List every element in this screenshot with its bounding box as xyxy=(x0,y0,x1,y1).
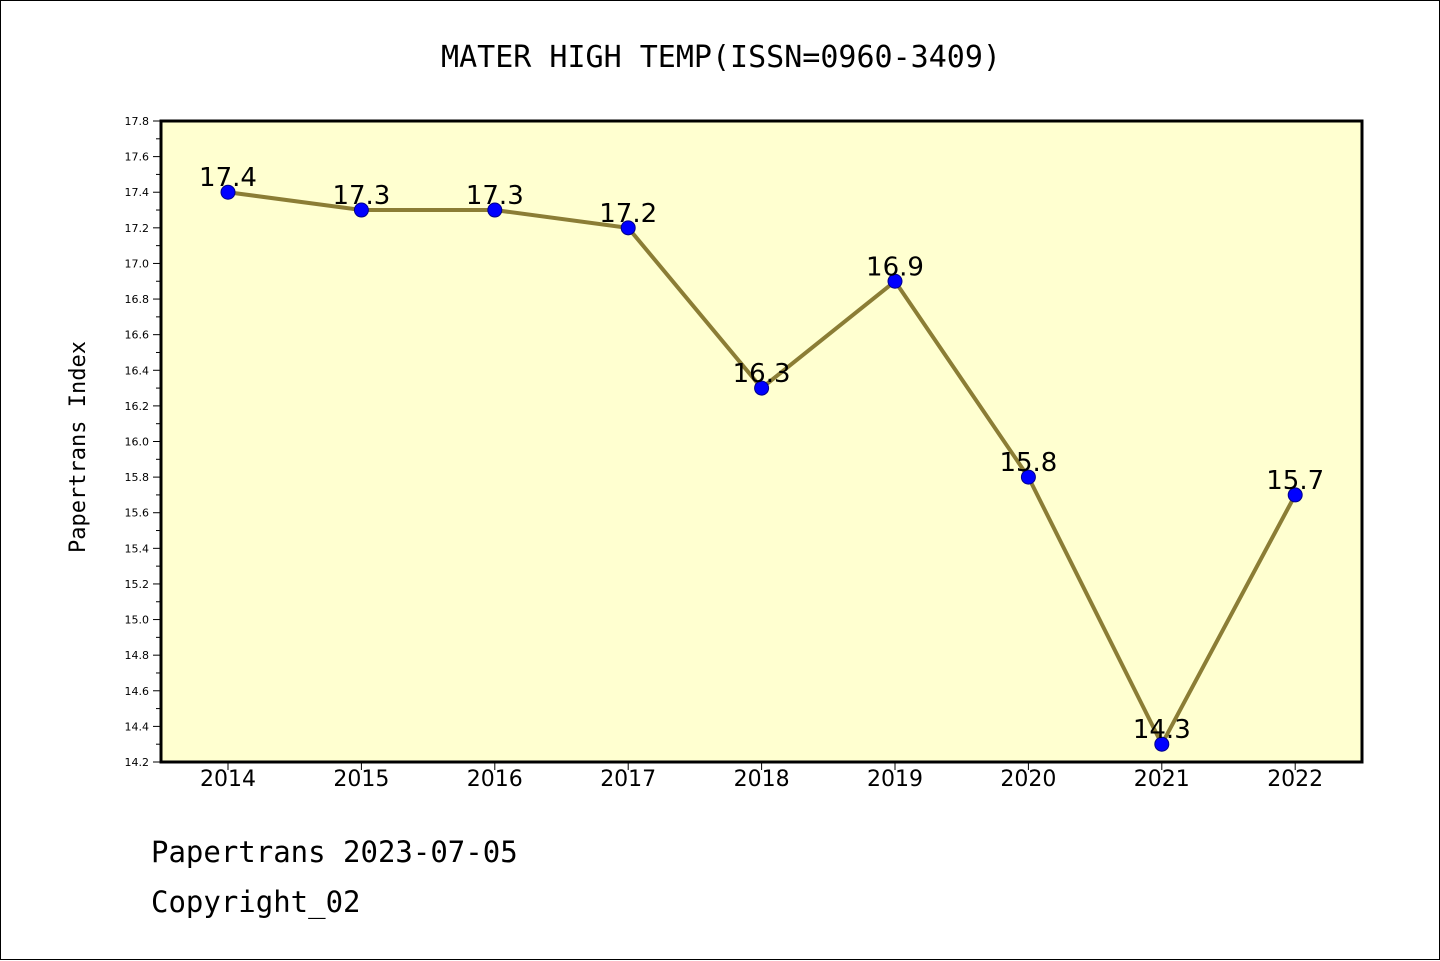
y-tick-label: 16.2 xyxy=(125,400,150,413)
y-tick-label: 14.2 xyxy=(125,756,150,769)
x-tick-label: 2017 xyxy=(600,767,656,792)
y-tick-label: 16.8 xyxy=(125,293,150,306)
x-tick-label: 2022 xyxy=(1267,767,1323,792)
y-tick-label: 15.4 xyxy=(125,542,150,555)
data-label: 14.3 xyxy=(1133,715,1191,745)
data-point xyxy=(487,202,503,218)
data-labels: 17.4 17.3 17.3 17.2 16.3 16.9 15.8 14.3 15.7 xyxy=(199,163,1324,745)
data-point xyxy=(1287,487,1303,503)
y-tick-label: 17.2 xyxy=(125,222,150,235)
data-point xyxy=(754,380,770,396)
x-tick-label: 2018 xyxy=(734,767,790,792)
data-point xyxy=(353,202,369,218)
y-tick-label: 16.0 xyxy=(125,436,150,449)
data-label: 15.7 xyxy=(1266,466,1324,496)
data-label: 17.3 xyxy=(332,181,390,211)
y-tick-label: 15.8 xyxy=(125,471,150,484)
data-label: 16.9 xyxy=(866,252,924,282)
data-markers xyxy=(220,184,1303,752)
y-tick-label: 17.8 xyxy=(125,115,150,128)
y-tick-label: 17.6 xyxy=(125,151,150,164)
x-tick-label: 2019 xyxy=(867,767,923,792)
data-point xyxy=(220,184,236,200)
plot-area xyxy=(159,119,1364,764)
y-tick-label: 17.4 xyxy=(125,186,150,199)
x-tick-label: 2014 xyxy=(200,767,256,792)
y-tick-label: 14.4 xyxy=(125,720,150,733)
y-tick-label: 17.0 xyxy=(125,257,150,270)
data-point xyxy=(620,220,636,236)
data-label: 15.8 xyxy=(999,448,1057,478)
data-label: 17.2 xyxy=(599,199,657,229)
x-axis-ticks: 2014 2015 2016 2017 2018 2019 2020 2021 2022 xyxy=(200,762,1323,792)
y-axis-ticks: 14.2 14.4 14.6 14.8 15.0 15.2 15.4 15.6 15.8 16.0… xyxy=(125,115,161,769)
data-label: 16.3 xyxy=(733,359,791,389)
y-tick-label: 15.2 xyxy=(125,578,150,591)
y-tick-label: 16.4 xyxy=(125,364,150,377)
y-tick-label: 14.6 xyxy=(125,685,150,698)
y-tick-label: 16.6 xyxy=(125,329,150,342)
footer-copyright: Copyright_02 xyxy=(151,885,361,919)
x-tick-label: 2016 xyxy=(467,767,523,792)
data-point xyxy=(887,273,903,289)
data-point xyxy=(1154,736,1170,752)
y-axis-label: Papertrans Index xyxy=(66,341,91,553)
y-tick-label: 15.0 xyxy=(125,614,150,627)
data-point xyxy=(1020,469,1036,485)
x-tick-label: 2021 xyxy=(1134,767,1190,792)
chart-title: MATER HIGH TEMP(ISSN=0960-3409) xyxy=(441,40,1001,75)
footer-date: Papertrans 2023-07-05 xyxy=(151,835,518,869)
y-tick-label: 14.8 xyxy=(125,649,150,662)
x-tick-label: 2015 xyxy=(333,767,389,792)
x-tick-label: 2020 xyxy=(1000,767,1056,792)
y-tick-label: 15.6 xyxy=(125,507,150,520)
data-label: 17.3 xyxy=(466,181,524,211)
data-label: 17.4 xyxy=(199,163,257,193)
